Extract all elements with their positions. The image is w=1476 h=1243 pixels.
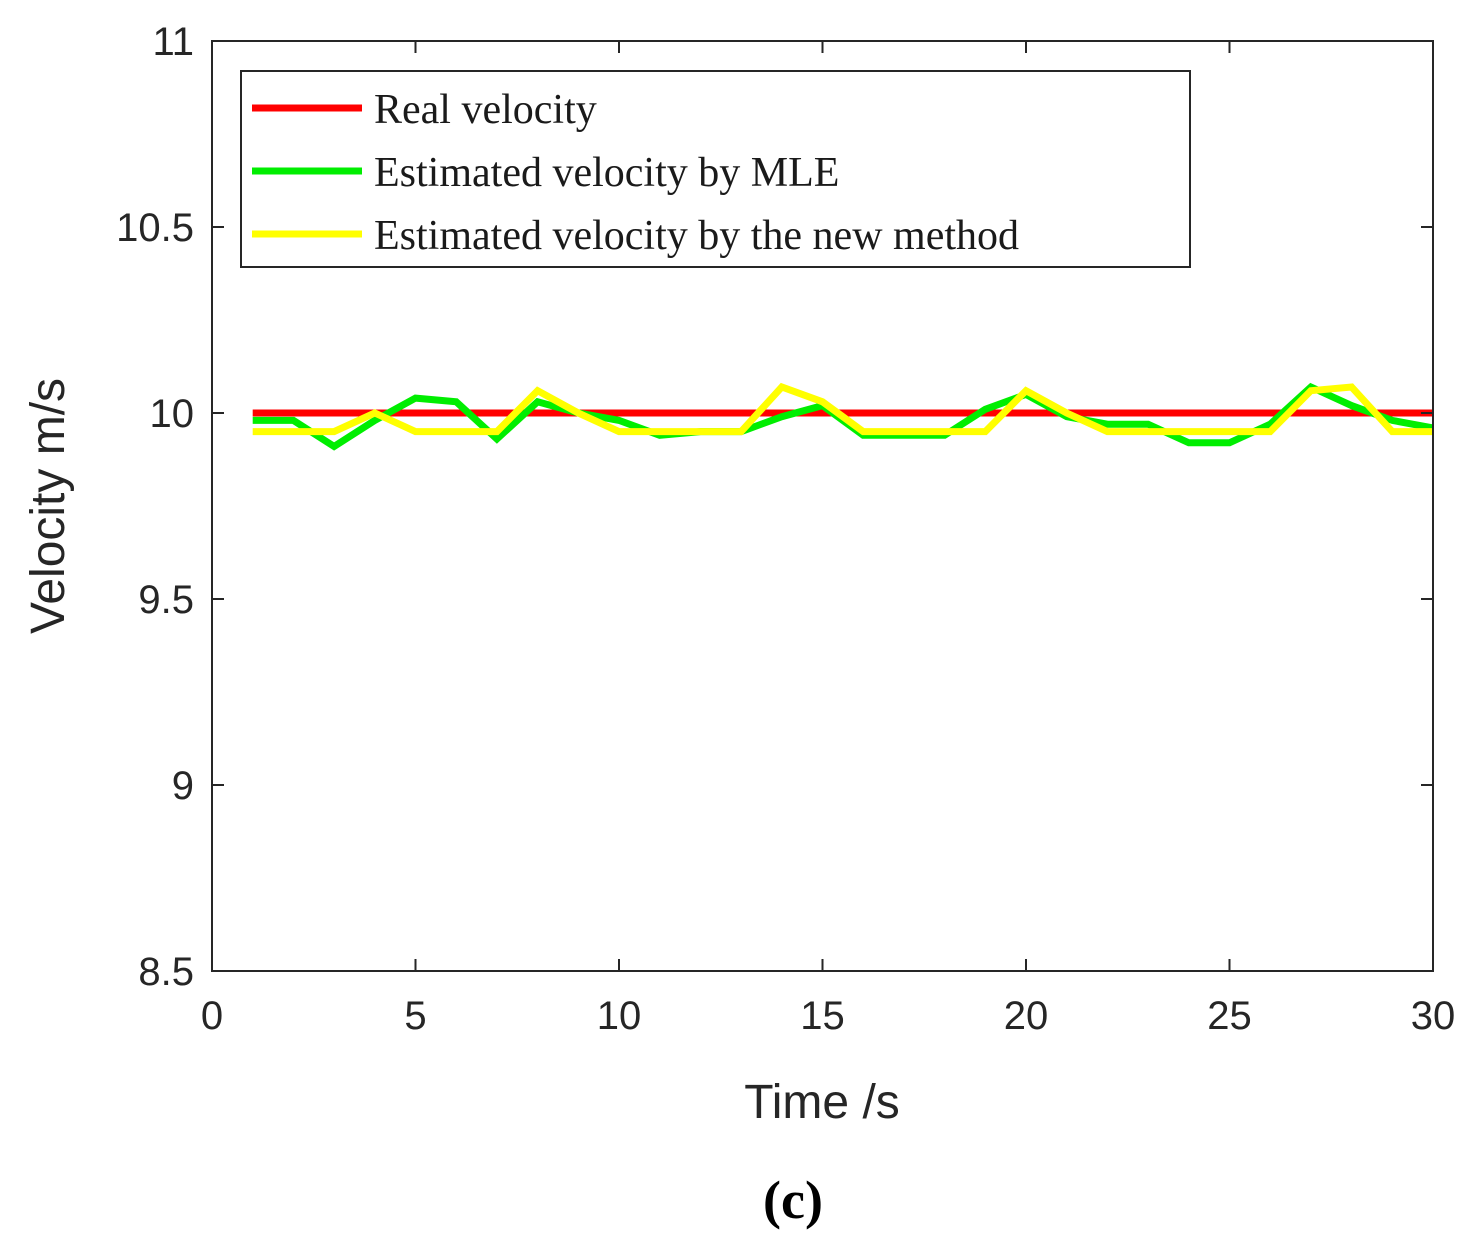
- y-tick-label: 9.5: [138, 578, 194, 622]
- y-tick-label: 10.5: [116, 206, 194, 250]
- x-tick-label: 5: [404, 994, 426, 1038]
- y-tick-label: 9: [172, 764, 194, 808]
- x-axis-label: Time /s: [744, 1076, 900, 1129]
- ticks-layer: [211, 40, 1434, 972]
- series-layer: [252, 382, 1434, 451]
- x-tick-label: 15: [800, 994, 845, 1038]
- x-tick-label: 10: [597, 994, 642, 1038]
- x-tick-label: 30: [1411, 994, 1456, 1038]
- y-tick-label: 8.5: [138, 950, 194, 994]
- series-new-method: [252, 382, 1433, 436]
- tick-labels: 0 5 10 15 20 25 30 8.5 9 9.5 10 10.5 11: [116, 20, 1455, 1038]
- x-tick-label: 20: [1004, 994, 1049, 1038]
- y-tick-label: 11: [152, 20, 194, 64]
- legend-label-mle: Estimated velocity by MLE: [374, 150, 839, 196]
- legend: Real velocity Estimated velocity by MLE …: [240, 70, 1191, 268]
- legend-label-new-method: Estimated velocity by the new method: [374, 213, 1019, 259]
- legend-label-real-velocity: Real velocity: [374, 87, 597, 133]
- x-tick-label: 25: [1207, 994, 1252, 1038]
- legend-box: [240, 70, 1191, 268]
- y-axis-label: Velocity m/s: [22, 378, 75, 634]
- x-tick-label: 0: [201, 994, 223, 1038]
- y-tick-label: 10: [150, 392, 195, 436]
- figure-caption: (c): [763, 1170, 823, 1230]
